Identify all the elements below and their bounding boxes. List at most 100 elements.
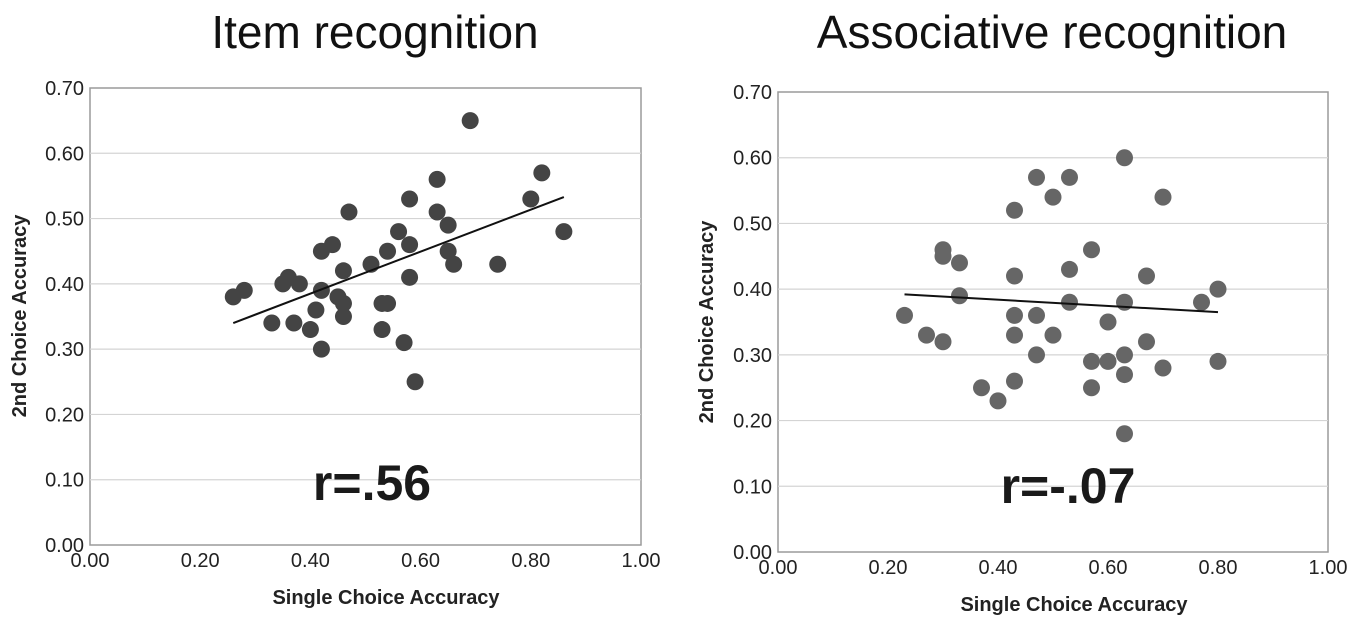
data-point — [896, 306, 913, 324]
data-point — [533, 164, 551, 182]
data-point — [1116, 293, 1133, 311]
trend-line — [904, 293, 1219, 314]
data-point — [401, 268, 419, 286]
data-point — [1006, 372, 1023, 390]
y-tick-label: 0.10 — [45, 470, 84, 492]
data-point — [285, 314, 303, 332]
chart-title: Associative recognition — [817, 6, 1287, 58]
data-point — [1006, 267, 1023, 285]
data-point — [1209, 280, 1227, 298]
data-point — [401, 190, 419, 208]
x-tick-label: 0.00 — [759, 557, 798, 579]
data-point — [1061, 260, 1078, 278]
data-point — [235, 281, 253, 299]
y-axis-label: 2nd Choice Accuracy — [696, 220, 718, 424]
data-point — [1028, 168, 1045, 186]
data-point — [1099, 352, 1117, 370]
data-point — [1083, 241, 1100, 259]
data-point — [439, 216, 457, 234]
associative-recognition-chart: Associative recognition 0.00 0.10 0.20 0.30 0… — [696, 6, 1347, 616]
data-point — [1006, 201, 1023, 219]
data-point — [263, 314, 281, 332]
data-point — [1138, 333, 1155, 351]
data-point — [1138, 267, 1155, 285]
data-point — [439, 242, 457, 260]
x-tick-label: 0.20 — [181, 550, 220, 572]
data-point — [379, 294, 397, 312]
trend-line — [232, 196, 565, 324]
x-tick-label: 0.00 — [71, 550, 110, 572]
plot-area — [89, 87, 642, 546]
data-point — [334, 308, 352, 325]
y-tick-label: 0.30 — [45, 339, 84, 361]
x-tick-label: 1.00 — [1309, 557, 1348, 579]
plot-area — [777, 91, 1329, 553]
y-tick-label: 0.20 — [733, 411, 772, 433]
data-point — [934, 333, 952, 351]
data-point — [312, 340, 330, 358]
x-tick-label: 0.20 — [869, 557, 908, 579]
data-point — [340, 203, 358, 221]
data-point — [918, 326, 935, 344]
data-point — [379, 242, 397, 260]
data-point — [1116, 366, 1133, 384]
y-tick-label: 0.50 — [733, 213, 772, 235]
data-point — [1099, 313, 1117, 331]
y-tick-label: 0.70 — [45, 78, 84, 100]
data-point — [428, 170, 446, 188]
data-point — [489, 255, 507, 273]
data-point — [401, 236, 419, 254]
data-point — [461, 112, 479, 130]
data-point — [334, 294, 352, 312]
y-tick-label: 0.60 — [45, 143, 84, 165]
data-point — [1116, 425, 1133, 443]
data-point — [989, 392, 1007, 410]
y-tick-label: 0.30 — [733, 345, 772, 367]
data-point — [1061, 168, 1078, 186]
data-point — [1006, 326, 1023, 344]
x-tick-label: 0.60 — [401, 550, 440, 572]
x-axis-label: Single Choice Accuracy — [960, 594, 1188, 616]
y-tick-label: 0.50 — [45, 209, 84, 231]
data-point — [395, 334, 413, 352]
data-point — [973, 379, 990, 397]
data-point — [445, 255, 463, 273]
data-point — [1044, 326, 1062, 344]
y-axis-label: 2nd Choice Accuracy — [9, 214, 31, 418]
data-point — [951, 287, 968, 305]
data-point — [390, 223, 408, 241]
data-point — [1154, 188, 1172, 206]
data-point — [1116, 346, 1133, 364]
y-tick-label: 0.00 — [733, 542, 772, 564]
x-tick-label: 0.60 — [1089, 557, 1128, 579]
data-point — [323, 236, 341, 254]
data-point — [1028, 306, 1045, 324]
x-axis-label: Single Choice Accuracy — [272, 587, 500, 609]
data-point — [1116, 149, 1133, 167]
data-point — [1061, 293, 1078, 311]
data-point — [290, 275, 308, 293]
data-point — [1083, 379, 1100, 397]
data-point — [1028, 346, 1045, 364]
x-tick-label: 0.40 — [979, 557, 1018, 579]
x-tick-label: 0.80 — [511, 550, 550, 572]
data-point — [522, 190, 540, 208]
x-tick-label: 0.80 — [1199, 557, 1238, 579]
y-tick-label: 0.40 — [733, 279, 772, 301]
x-tick-label: 1.00 — [622, 550, 661, 572]
data-point — [1209, 352, 1227, 370]
item-recognition-chart: Item recognition 0.00 0.10 0.20 0.30 0.40 0.50… — [9, 6, 660, 609]
chart-title: Item recognition — [211, 6, 538, 58]
data-point — [1044, 188, 1062, 206]
y-tick-label: 0.10 — [733, 476, 772, 498]
data-point — [307, 301, 325, 319]
data-point — [1154, 359, 1172, 377]
data-point — [301, 321, 319, 339]
data-point — [406, 373, 424, 391]
correlation-annotation: r=.56 — [313, 455, 431, 511]
y-tick-label: 0.00 — [45, 535, 84, 557]
data-point — [934, 247, 952, 265]
y-tick-label: 0.60 — [733, 148, 772, 170]
data-point — [1006, 306, 1023, 324]
